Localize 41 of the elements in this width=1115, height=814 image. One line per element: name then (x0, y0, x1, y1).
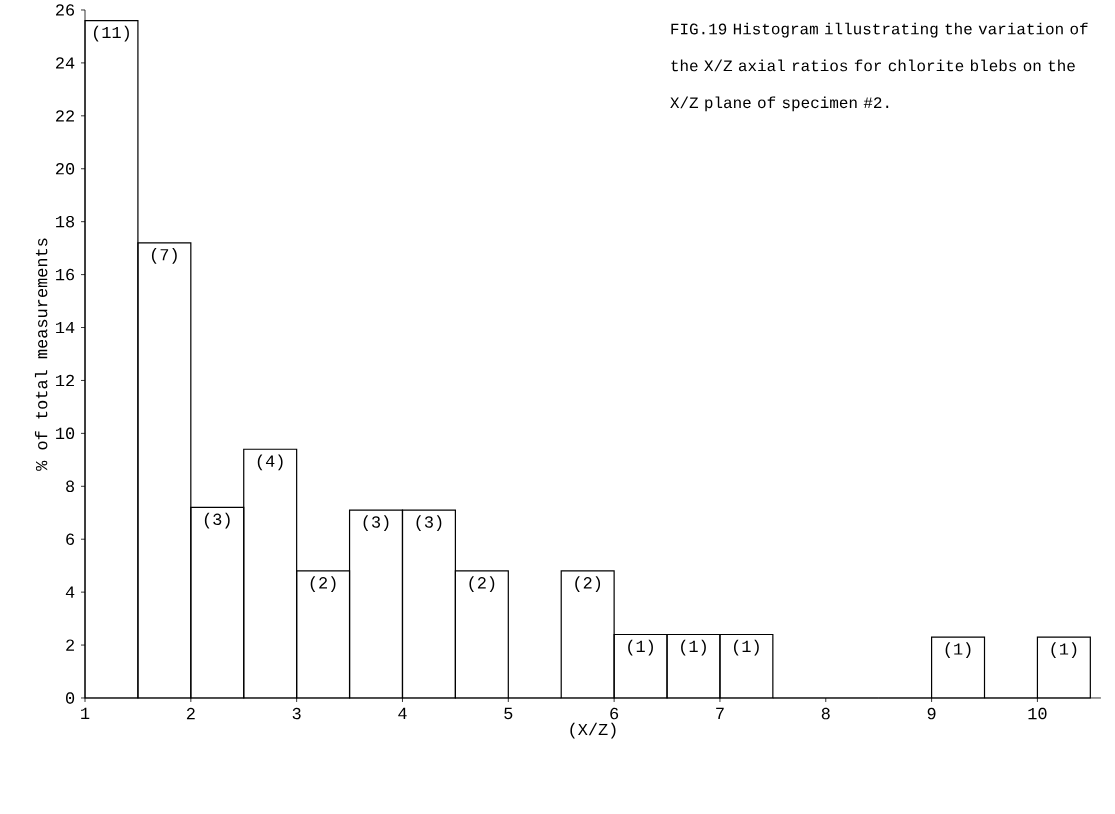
x-tick-label: 1 (81, 707, 90, 719)
annotation: (11) (93, 25, 129, 42)
y-tick-label: 16 (56, 268, 75, 281)
annotation: (3) (204, 512, 230, 529)
annotation: (1) (945, 642, 971, 659)
x-tick-label: 9 (927, 707, 936, 720)
x-tick-label: 7 (716, 707, 724, 719)
y-tick-label: 10 (56, 427, 75, 440)
annotation: (4) (257, 454, 283, 471)
annotation: (3) (363, 515, 389, 532)
annotation: (2) (575, 576, 601, 592)
x-tick-label: 3 (292, 707, 301, 720)
y-tick-label: 22 (56, 110, 74, 122)
y-tick-label: 24 (56, 57, 75, 69)
annotation: (1) (733, 639, 759, 656)
x-tick-label: 6 (610, 707, 619, 720)
annotation: (1) (681, 639, 706, 656)
annotation: (7) (151, 248, 177, 264)
x-tick-label: 10 (1028, 707, 1047, 720)
y-tick-label: 26 (56, 4, 75, 16)
annotation: (1) (1051, 642, 1077, 659)
y-tick-label: 8 (66, 480, 75, 493)
y-tick-label: 0 (66, 692, 75, 704)
y-tick-label: 18 (56, 215, 75, 228)
x-tick-label: 4 (398, 707, 407, 719)
y-tick-label: 20 (56, 163, 75, 175)
chart-title: FIG.19 Histogram illustrating the variation of the X/Z axial ratios for chlorite blebs on the X/Z plane of specimen #2. (670, 22, 1088, 112)
annotation: (2) (310, 576, 336, 592)
x-tick-label: 5 (504, 707, 513, 720)
y-tick-label: 14 (56, 321, 75, 334)
annotation: (3) (416, 515, 442, 532)
x-tick-label: 2 (186, 707, 195, 720)
annotation: (2) (469, 576, 495, 592)
y-axis-title: % of total measurements (34, 238, 48, 471)
y-tick-label: 2 (66, 639, 74, 651)
y-tick-label: 12 (56, 374, 74, 387)
y-tick-label: 6 (66, 533, 75, 545)
x-tick-label: 8 (821, 707, 830, 720)
y-tick-label: 4 (65, 586, 75, 598)
x-axis-title: (X/Z) (570, 722, 616, 739)
annotation: (1) (628, 639, 653, 656)
